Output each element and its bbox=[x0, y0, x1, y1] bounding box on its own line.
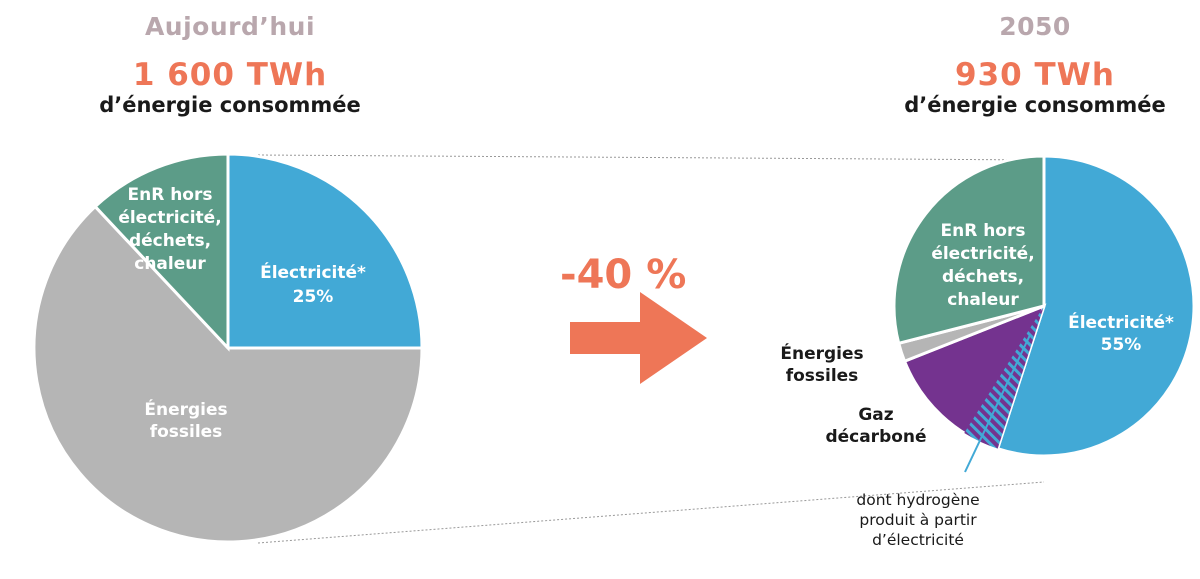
pie-slice-label: Électricité* 25% bbox=[260, 261, 366, 307]
note-line: produit à partir bbox=[859, 511, 977, 529]
pie-slice-label: Électricité* 55% bbox=[1068, 311, 1174, 355]
pie-slice-label: Énergies fossiles bbox=[144, 398, 227, 442]
left-header: Aujourd’hui 1 600 TWh d’énergie consommé… bbox=[95, 12, 365, 117]
pie-slice-label: EnR hors électricité, déchets, chaleur bbox=[118, 185, 221, 274]
right-period-label: 2050 bbox=[999, 12, 1071, 41]
left-subtitle: d’énergie consommée bbox=[99, 93, 361, 117]
left-period-label: Aujourd’hui bbox=[144, 12, 316, 41]
right-subtitle: d’énergie consommée bbox=[904, 93, 1166, 117]
change-label: -40 % bbox=[560, 252, 687, 298]
note-line: dont hydrogène bbox=[856, 491, 980, 509]
pie-slice bbox=[32, 204, 424, 544]
pie-slice-label: Gaz décarboné bbox=[825, 405, 926, 447]
zoom-line-top bbox=[257, 154, 1045, 161]
pie-slice-label: EnR hors électricité, déchets, chaleur bbox=[931, 221, 1034, 310]
right-amount: 930 TWh bbox=[955, 57, 1115, 93]
pie-today: Électricité* 25% Énergies fossiles EnR hors é… bbox=[32, 152, 424, 544]
pie-2050: Électricité* 55% Gaz décarboné Énergies fossi… bbox=[780, 154, 1196, 458]
pie-slice bbox=[226, 152, 424, 350]
pie-slice bbox=[995, 154, 1196, 458]
left-amount: 1 600 TWh bbox=[132, 57, 328, 93]
zoom-line-bottom bbox=[257, 481, 1045, 544]
pie-slice bbox=[892, 154, 1046, 346]
arrow-icon bbox=[570, 292, 707, 384]
hydrogen-note: dont hydrogène produit à partir d’électr… bbox=[818, 490, 1018, 550]
pie-slice-label: Énergies fossiles bbox=[780, 342, 863, 386]
right-header: 2050 930 TWh d’énergie consommée bbox=[875, 12, 1195, 117]
note-pointer-line bbox=[964, 334, 1031, 473]
pie-slice bbox=[93, 152, 230, 352]
note-line: d’électricité bbox=[872, 531, 964, 549]
pie-slice-hatched bbox=[964, 306, 1044, 449]
